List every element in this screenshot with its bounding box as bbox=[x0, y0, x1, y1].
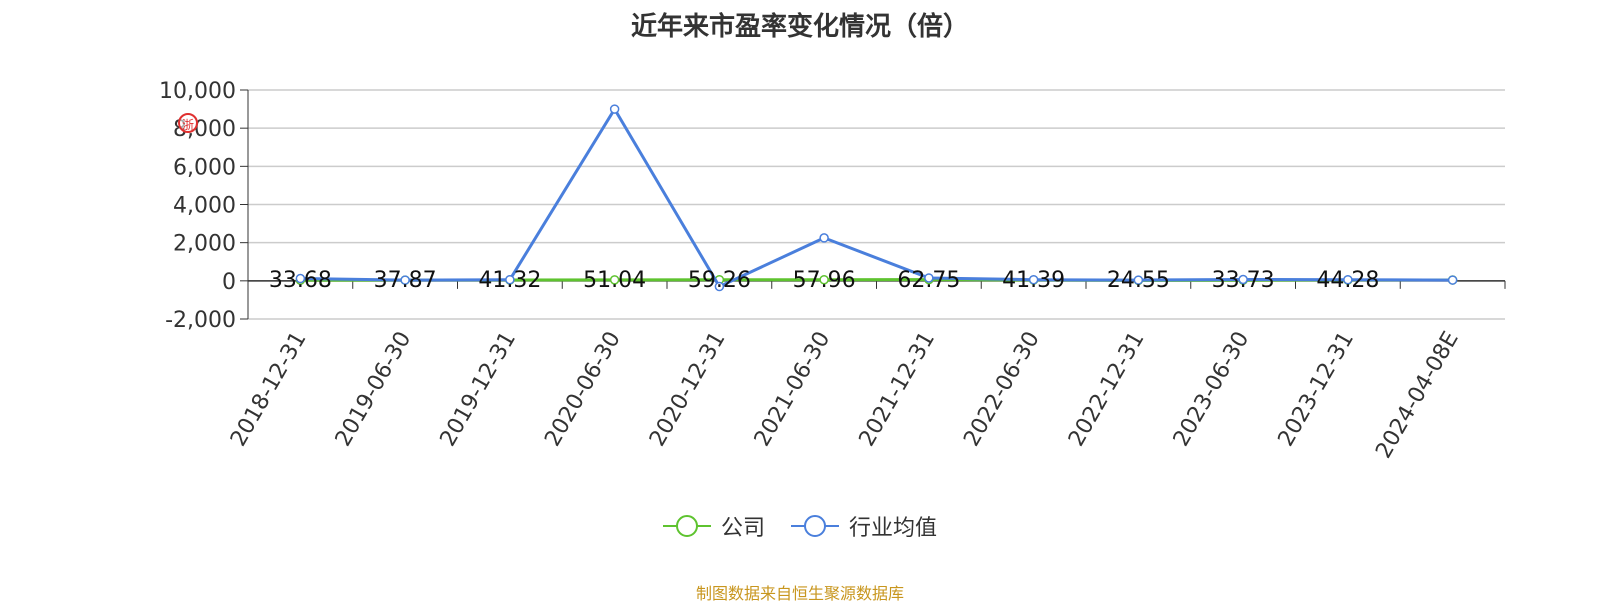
data-point-1 bbox=[295, 273, 306, 284]
x-tick-label: 2020-12-31 bbox=[645, 328, 731, 451]
x-tick-label: 2023-12-31 bbox=[1273, 328, 1359, 451]
data-point-0 bbox=[819, 274, 829, 285]
y-tick-label: 0 bbox=[222, 270, 236, 295]
data-point-1 bbox=[1028, 274, 1039, 285]
data-label: 62.75 bbox=[897, 268, 960, 293]
data-labels: 33.68 37.87 41.32 51.04 59.26 57.96 62.75 41.39… bbox=[269, 268, 1379, 293]
x-axis: 2018-12-31 2019-06-30 2019-12-31 2020-06-30… bbox=[226, 280, 1506, 463]
legend-swatch-company-icon bbox=[662, 514, 711, 538]
data-label: 37.87 bbox=[374, 268, 437, 293]
data-label: 24.55 bbox=[1107, 268, 1170, 293]
x-tick-label: 2019-12-31 bbox=[435, 328, 521, 451]
data-point-1 bbox=[1343, 274, 1353, 285]
data-label: 33.73 bbox=[1212, 268, 1275, 293]
data-point-1 bbox=[1133, 275, 1144, 285]
data-point-1 bbox=[924, 273, 934, 283]
data-point-1 bbox=[505, 274, 515, 285]
data-label: 44.28 bbox=[1316, 268, 1379, 293]
legend-label-company: 公司 bbox=[720, 516, 765, 541]
data-label: 41.39 bbox=[1002, 268, 1065, 293]
x-tick-label: 2021-12-31 bbox=[854, 328, 940, 451]
data-point-1 bbox=[609, 104, 620, 114]
data-point-1 bbox=[714, 281, 725, 292]
data-point-0 bbox=[609, 275, 620, 285]
legend-item-company[interactable]: 公司 bbox=[662, 510, 765, 542]
legend-item-industry[interactable]: 行业均值 bbox=[791, 510, 937, 542]
y-tick-label: 2,000 bbox=[173, 232, 236, 257]
data-point-1 bbox=[400, 275, 410, 285]
legend: 公司 行业均值 bbox=[0, 510, 1600, 542]
x-tick-label: 2020-06-30 bbox=[540, 328, 626, 451]
y-tick-label: 4,000 bbox=[173, 194, 236, 219]
y-tick-label: -2,000 bbox=[165, 308, 236, 333]
x-tick-label: 2022-12-31 bbox=[1064, 328, 1150, 451]
data-label: 33.68 bbox=[269, 268, 332, 293]
data-label: 59.26 bbox=[688, 268, 751, 293]
stamp-seal: 浙 bbox=[178, 113, 198, 133]
y-tick-label: 10,000 bbox=[159, 79, 236, 104]
legend-swatch-industry-icon bbox=[791, 514, 839, 538]
y-tick-label: 6,000 bbox=[173, 155, 236, 180]
series-layer bbox=[295, 104, 1458, 292]
x-tick-label: 2021-06-30 bbox=[750, 328, 836, 451]
data-label: 51.04 bbox=[583, 268, 646, 293]
data-point-1 bbox=[1447, 275, 1458, 285]
x-tick-label: 2024-04-08E bbox=[1371, 328, 1464, 463]
chart-title: 近年来市盈率变化情况（倍） bbox=[630, 12, 969, 42]
data-source-note: 制图数据来自恒生聚源数据库 bbox=[695, 584, 904, 603]
x-tick-label: 2023-06-30 bbox=[1169, 328, 1255, 451]
series-line-1 bbox=[300, 107, 1453, 289]
x-tick-label: 2018-12-31 bbox=[226, 328, 312, 451]
data-point-1 bbox=[819, 233, 829, 243]
data-label: 57.96 bbox=[793, 268, 856, 293]
data-point-1 bbox=[1238, 274, 1248, 285]
x-tick-label: 2019-06-30 bbox=[331, 328, 417, 451]
legend-label-industry: 行业均值 bbox=[849, 516, 938, 541]
x-tick-label: 2022-06-30 bbox=[959, 328, 1045, 451]
data-label: 41.32 bbox=[478, 268, 541, 293]
